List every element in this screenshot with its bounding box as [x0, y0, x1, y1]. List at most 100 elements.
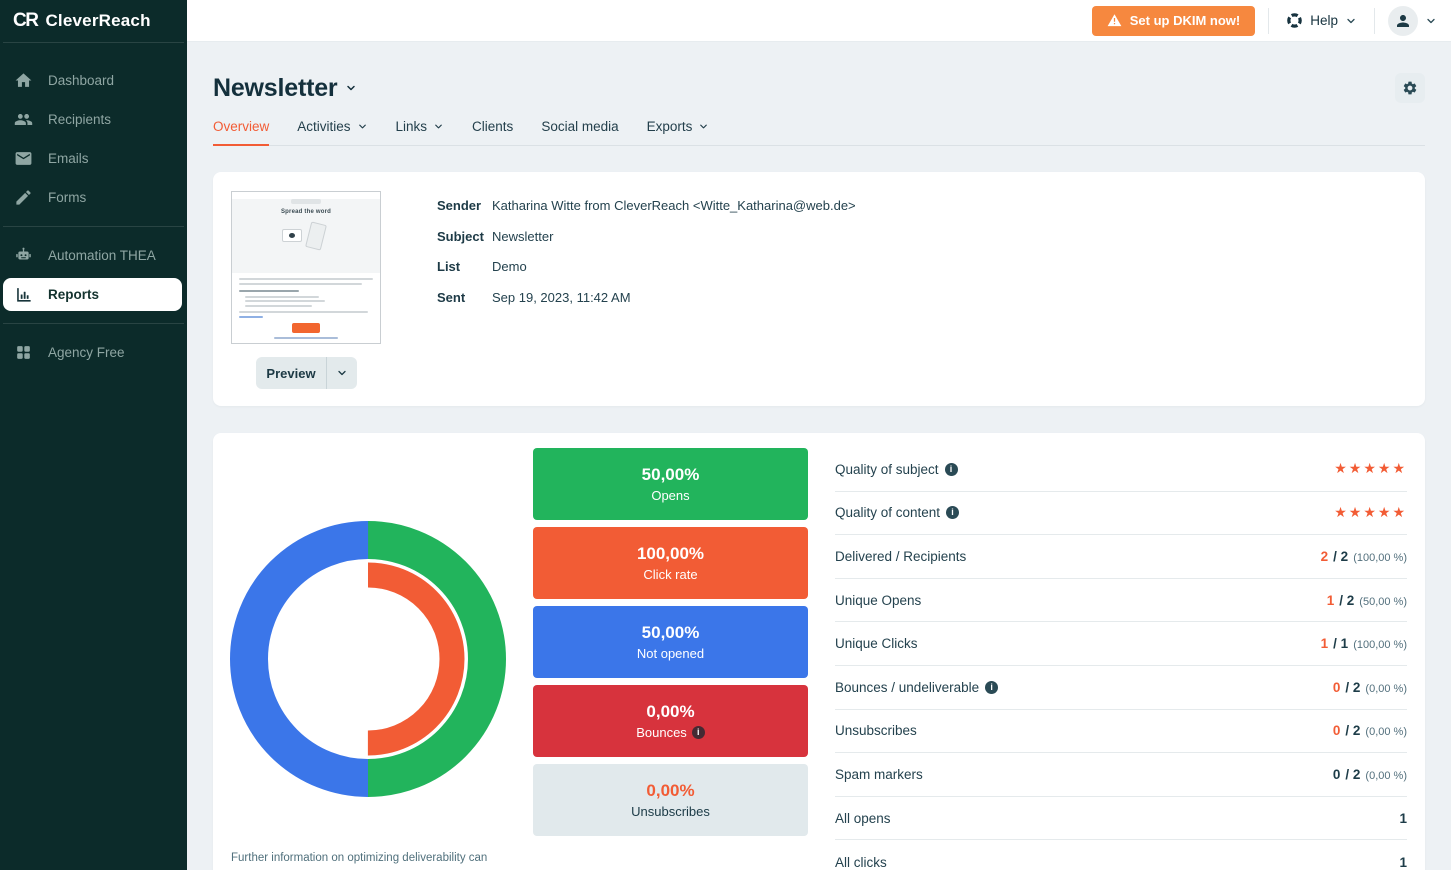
metric-unique-opens: Unique Opens 1/ 2 (50,00 %)	[835, 579, 1407, 623]
help-menu[interactable]: Help	[1282, 12, 1361, 29]
sidebar-item-label: Automation THEA	[48, 248, 156, 263]
users-icon	[14, 113, 33, 126]
email-meta-fields: Sender Katharina Witte from CleverReach …	[437, 191, 856, 387]
tab-label: Social media	[541, 119, 619, 134]
sidebar-item-forms[interactable]: Forms	[0, 178, 187, 217]
sidebar-item-emails[interactable]: Emails	[0, 139, 187, 178]
sidebar: CR CleverReach Dashboard Recipients Emai…	[0, 0, 187, 870]
metric-unique-clicks: Unique Clicks 1/ 1 (100,00 %)	[835, 622, 1407, 666]
metric-number: 0	[1332, 679, 1341, 695]
metric-total: / 2	[1345, 679, 1361, 695]
metric-percent: (0,00 %)	[1365, 682, 1407, 695]
field-list: List Demo	[437, 259, 856, 274]
preview-button[interactable]: Preview	[256, 357, 326, 389]
stat-box-click-rate: 100,00% Click rate	[533, 527, 808, 599]
tab-clients[interactable]: Clients	[472, 119, 513, 145]
avatar	[1388, 5, 1418, 36]
metric-label: Delivered / Recipients	[835, 548, 967, 564]
tab-exports[interactable]: Exports	[647, 119, 710, 145]
metric-label: Quality of content	[835, 505, 941, 521]
info-icon[interactable]	[985, 680, 999, 694]
sidebar-item-label: Reports	[48, 287, 100, 302]
field-value: Demo	[492, 259, 527, 274]
field-subject: Subject Newsletter	[437, 229, 856, 244]
stat-label: Bounces	[636, 725, 687, 740]
bar-chart-icon	[17, 288, 31, 302]
topbar: Set up DKIM now! Help	[187, 0, 1451, 42]
metric-total: / 2	[1345, 766, 1361, 782]
tab-label: Overview	[213, 119, 270, 134]
email-thumbnail[interactable]: Spread the word	[231, 191, 381, 344]
sidebar-item-label: Emails	[48, 151, 89, 166]
sidebar-item-dashboard[interactable]: Dashboard	[0, 61, 187, 100]
metric-spam-markers: Spam markers 0/ 2 (0,00 %)	[835, 753, 1407, 797]
metric-number: 1	[1399, 854, 1407, 870]
chevron-down-icon	[338, 370, 346, 376]
email-info-card: Spread the word	[213, 172, 1425, 406]
metric-bounces-undeliverable: Bounces / undeliverable 0/ 2 (0,00 %)	[835, 666, 1407, 710]
metric-percent: (50,00 %)	[1359, 595, 1407, 608]
star-rating: ★★★★★	[1334, 504, 1407, 521]
chevron-down-icon	[1427, 18, 1435, 23]
email-thumbnail-cta-button	[292, 322, 320, 333]
sidebar-divider	[3, 323, 184, 324]
report-tabs: Overview Activities Links Clients Social…	[213, 119, 1425, 146]
star-rating: ★★★★★	[1334, 461, 1407, 478]
tab-label: Activities	[297, 119, 351, 134]
user-menu[interactable]	[1388, 5, 1437, 36]
warning-icon	[1107, 14, 1122, 27]
report-title-dropdown[interactable]: Newsletter	[213, 74, 357, 103]
tab-overview[interactable]: Overview	[213, 119, 270, 146]
stat-label: Unsubscribes	[631, 804, 710, 819]
sidebar-item-recipients[interactable]: Recipients	[0, 100, 187, 139]
home-icon	[15, 73, 32, 87]
report-stats-card: Further information on optimizing delive…	[213, 433, 1425, 870]
donut-segment-not-opened	[230, 521, 506, 797]
tab-label: Clients	[472, 119, 514, 134]
stat-label: Not opened	[636, 646, 705, 661]
metric-total: / 2	[1333, 548, 1349, 564]
stat-value: 0,00%	[646, 781, 695, 800]
metric-percent: (100,00 %)	[1353, 551, 1407, 564]
help-label: Help	[1310, 13, 1338, 28]
topbar-divider	[1374, 7, 1375, 34]
topbar-divider	[1268, 7, 1270, 34]
metric-total: / 2	[1345, 723, 1361, 739]
metric-label: Spam markers	[835, 766, 923, 782]
metric-label: Unsubscribes	[835, 723, 917, 739]
field-value: Newsletter	[492, 228, 554, 244]
metric-label: Unique Clicks	[835, 636, 918, 652]
chevron-down-icon	[347, 85, 356, 91]
brand-logo[interactable]: CR CleverReach	[0, 0, 187, 42]
field-value: Katharina Witte from CleverReach <Witte_…	[492, 198, 856, 213]
tab-social-media[interactable]: Social media	[541, 119, 618, 145]
tab-links[interactable]: Links	[396, 119, 445, 145]
metric-label: All clicks	[835, 854, 887, 870]
sidebar-item-automation-thea[interactable]: Automation THEA	[0, 236, 187, 275]
help-lifebuoy-icon	[1287, 13, 1303, 28]
info-icon[interactable]	[946, 506, 960, 520]
edit-pencil-icon	[16, 190, 31, 205]
info-icon[interactable]	[944, 462, 958, 476]
tab-label: Links	[395, 119, 428, 134]
stat-box-opens: 50,00% Opens	[533, 448, 808, 520]
metric-delivered-recipients: Delivered / Recipients 2/ 2 (100,00 %)	[835, 535, 1407, 579]
sidebar-item-agency-free[interactable]: Agency Free	[0, 333, 187, 372]
sidebar-item-label: Agency Free	[48, 345, 125, 360]
chevron-down-icon	[435, 124, 442, 129]
field-sender: Sender Katharina Witte from CleverReach …	[437, 198, 856, 213]
report-settings-button[interactable]	[1395, 73, 1425, 103]
sidebar-item-label: Recipients	[48, 112, 112, 127]
sidebar-item-reports[interactable]: Reports	[3, 278, 182, 311]
metric-number: 1	[1320, 636, 1329, 652]
setup-dkim-button[interactable]: Set up DKIM now!	[1091, 5, 1256, 36]
preview-dropdown-button[interactable]	[327, 357, 357, 389]
info-icon[interactable]	[691, 726, 705, 739]
email-thumbnail-title: Spread the word	[280, 209, 331, 215]
metrics-list: Quality of subject ★★★★★ Quality of cont…	[835, 448, 1407, 870]
main-content: Newsletter Overview Activities Links Cli…	[187, 42, 1451, 870]
tab-activities[interactable]: Activities	[297, 119, 367, 145]
donut-segment-click-rate	[271, 562, 465, 756]
metric-percent: (100,00 %)	[1353, 639, 1407, 652]
